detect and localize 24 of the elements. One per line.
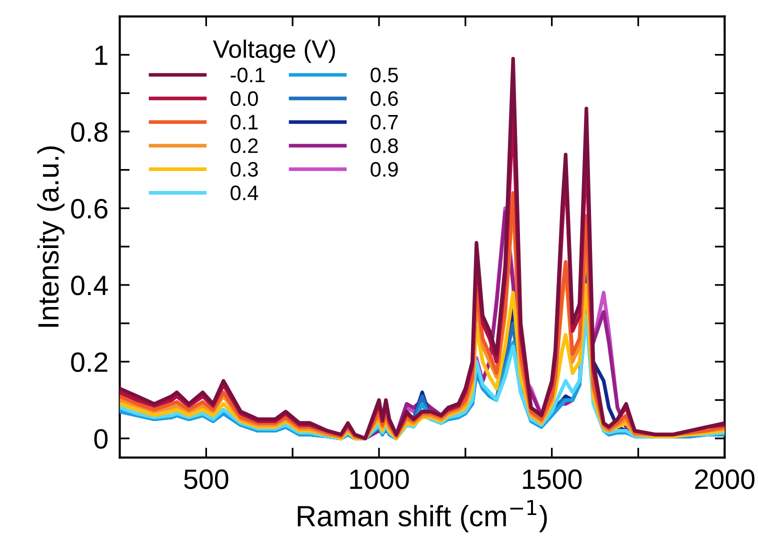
y-tick-label: 0 bbox=[94, 429, 108, 449]
legend-label: 0.1 bbox=[230, 114, 258, 130]
legend-label: 0.6 bbox=[370, 91, 398, 106]
legend-label: 0.8 bbox=[370, 138, 398, 154]
legend-label: -0.1 bbox=[230, 68, 265, 82]
x-tick-label: 2000 bbox=[695, 469, 754, 490]
legend-title: Voltage (V) bbox=[212, 40, 335, 63]
x-tick-label: 1000 bbox=[350, 469, 409, 490]
y-tick-label: 1 bbox=[95, 46, 108, 65]
legend-label: 0.2 bbox=[230, 138, 258, 154]
y-tick-label: 0.8 bbox=[71, 122, 108, 142]
y-tick-label: 0.6 bbox=[71, 198, 108, 219]
y-tick-label: 0.4 bbox=[71, 276, 108, 296]
x-axis-title: Raman shift (cm$^{−1}$) bbox=[298, 500, 547, 532]
y-tick-label: 0.2 bbox=[71, 352, 108, 372]
legend-label: 0.9 bbox=[370, 162, 398, 177]
x-tick-label: 1500 bbox=[523, 469, 582, 490]
legend-label: 0.7 bbox=[370, 114, 398, 130]
legend-label: 0.3 bbox=[230, 162, 258, 177]
legend-label: 0.0 bbox=[230, 91, 258, 106]
x-tick-label: 500 bbox=[184, 469, 228, 490]
y-axis-title: Intensity (a.u.) bbox=[37, 146, 64, 327]
legend-label: 0.5 bbox=[370, 68, 398, 82]
legend-label: 0.4 bbox=[230, 186, 258, 200]
